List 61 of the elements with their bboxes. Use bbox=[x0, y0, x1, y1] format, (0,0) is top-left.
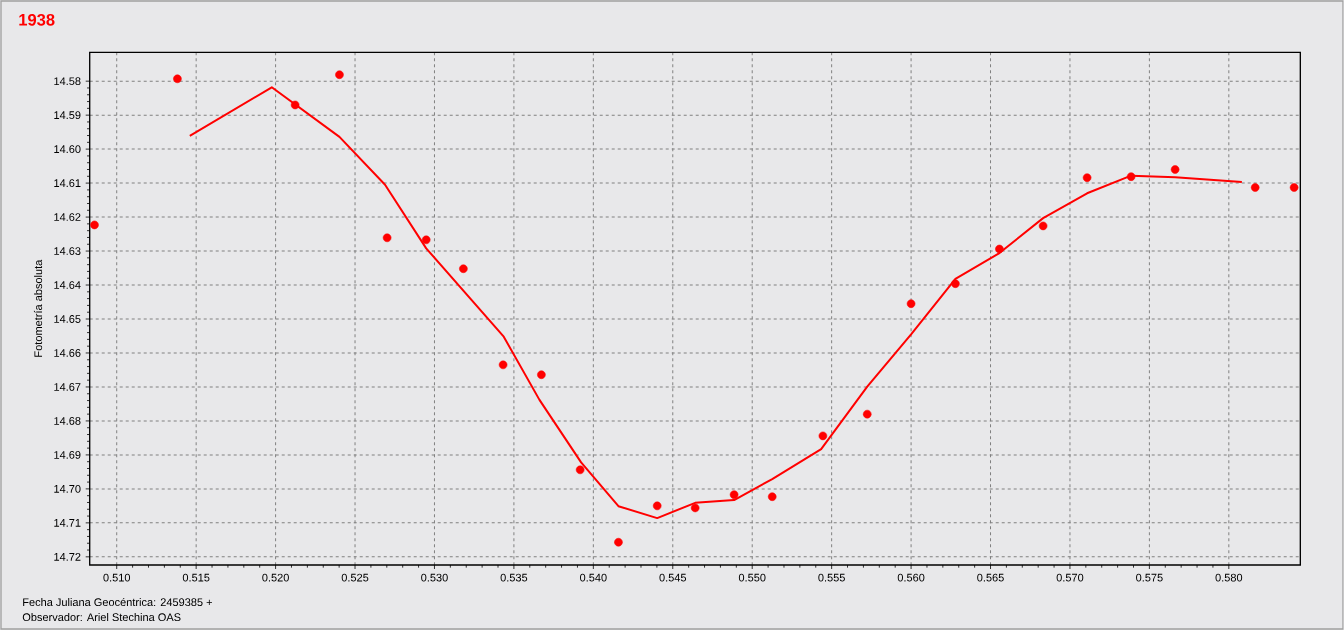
line-series bbox=[188, 86, 1243, 520]
point bbox=[90, 220, 99, 230]
y-tick-label: 14.71 bbox=[54, 519, 81, 527]
x-tick-label: 0.510 bbox=[103, 573, 131, 582]
point bbox=[498, 360, 508, 370]
point bbox=[862, 409, 872, 419]
point bbox=[1289, 183, 1299, 192]
x-tick-label: 0.565 bbox=[977, 573, 1004, 582]
x-tick-label: 0.525 bbox=[341, 573, 369, 582]
y-tick-label: 14.70 bbox=[54, 485, 81, 493]
point bbox=[1038, 221, 1048, 231]
y-tick-label: 14.72 bbox=[54, 553, 81, 561]
x-tick-label: 0.570 bbox=[1056, 573, 1084, 582]
y-tick-label: 14.63 bbox=[54, 247, 81, 255]
x-tick-label: 0.540 bbox=[580, 573, 607, 582]
x-tick-label: 0.560 bbox=[897, 573, 925, 582]
point bbox=[652, 501, 662, 511]
point bbox=[173, 74, 182, 84]
x-tick-label: 0.575 bbox=[1136, 573, 1163, 582]
point bbox=[382, 233, 392, 243]
y-tick-label: 14.66 bbox=[54, 349, 81, 357]
x-tick-label: 0.545 bbox=[659, 573, 687, 582]
y-tick-label: 14.65 bbox=[54, 315, 81, 323]
y-tick-label: 14.69 bbox=[54, 451, 81, 459]
x-axis-title: Fecha Juliana Geocéntrica: 2459385 + bbox=[23, 597, 212, 607]
point bbox=[459, 264, 468, 273]
point bbox=[995, 244, 1004, 254]
y-tick-label: 14.64 bbox=[54, 281, 81, 289]
y-axis-title: Fotometría absoluta bbox=[33, 259, 43, 357]
text: Observador: Ariel Stechina OAS bbox=[22, 613, 181, 622]
point bbox=[421, 235, 431, 245]
x-tick-label: 0.535 bbox=[500, 573, 528, 582]
point bbox=[537, 370, 546, 379]
y-tick-label: 14.58 bbox=[54, 77, 81, 86]
y-tick-label: 14.62 bbox=[54, 213, 81, 221]
point bbox=[818, 431, 828, 441]
point bbox=[1170, 165, 1180, 174]
y-tick-label: 14.67 bbox=[54, 383, 81, 391]
y-tick-label: 14.60 bbox=[54, 145, 81, 154]
point bbox=[951, 279, 960, 288]
y-tick-label: 14.68 bbox=[54, 417, 81, 425]
point bbox=[290, 100, 300, 110]
chart-title: 1938 bbox=[19, 13, 55, 26]
point bbox=[690, 503, 700, 513]
x-tick-label: 0.550 bbox=[738, 573, 766, 582]
point bbox=[1126, 172, 1136, 181]
x-tick-label: 0.515 bbox=[182, 573, 210, 582]
point bbox=[575, 465, 585, 475]
x-tick-label: 0.520 bbox=[262, 573, 289, 582]
y-tick-label: 14.61 bbox=[54, 179, 81, 187]
point bbox=[767, 492, 777, 501]
x-tick-label: 0.555 bbox=[818, 573, 845, 582]
point bbox=[335, 70, 344, 79]
x-tick-label: 0.530 bbox=[421, 573, 448, 582]
y-tick-label: 14.59 bbox=[54, 111, 81, 120]
point bbox=[906, 299, 916, 308]
point bbox=[1250, 183, 1260, 192]
point bbox=[1082, 173, 1092, 182]
point bbox=[729, 490, 739, 499]
point bbox=[614, 537, 623, 547]
x-tick-label: 0.580 bbox=[1215, 573, 1243, 582]
